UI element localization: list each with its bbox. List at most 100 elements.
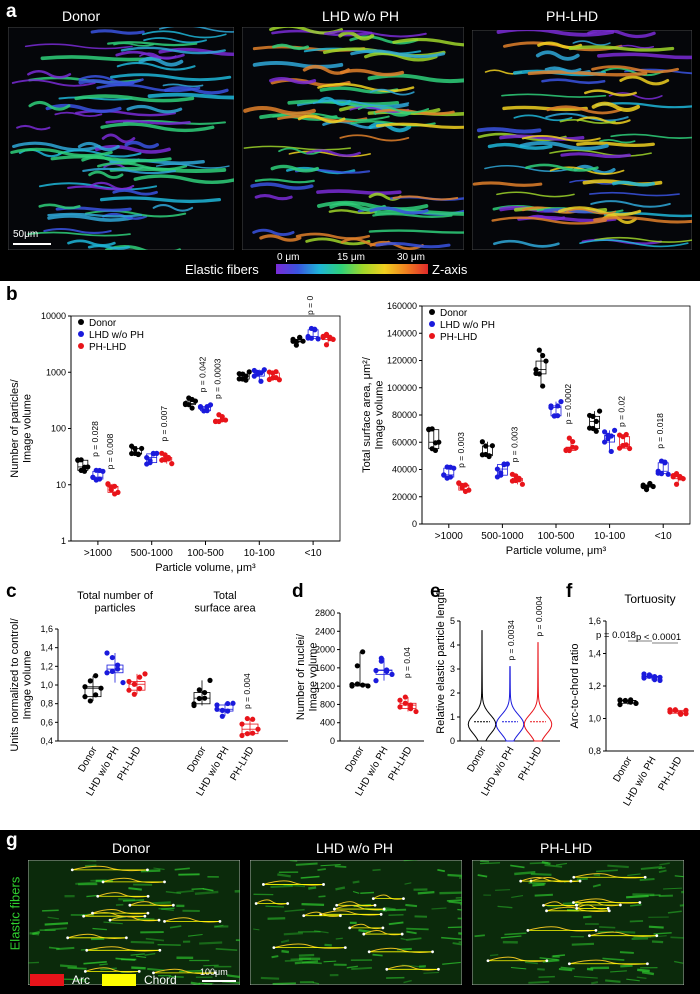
b_right-LHDwoPH-3-point bbox=[605, 432, 611, 438]
fiber-stroke bbox=[350, 49, 446, 59]
c-xtick-label: Donor bbox=[76, 744, 99, 774]
b_left-PHLHD-3-point bbox=[273, 369, 279, 375]
fiber-texture bbox=[323, 960, 337, 963]
f-2-point bbox=[678, 711, 684, 717]
c-0-point bbox=[82, 694, 88, 700]
b_right-Donor-2-point bbox=[540, 352, 546, 359]
d-ylabel-line: Image volume bbox=[308, 642, 320, 711]
b_right-LHDwoPH-0-point bbox=[441, 472, 447, 478]
fiber-texture bbox=[283, 883, 306, 888]
fiber-texture bbox=[500, 935, 522, 939]
b_right-pvalue: p = 0.02 bbox=[617, 396, 627, 427]
fiber-stroke bbox=[541, 78, 606, 85]
fiber-stroke bbox=[138, 56, 184, 67]
c-5-point bbox=[250, 730, 256, 736]
fiber-texture bbox=[351, 966, 372, 971]
chord-endpoint bbox=[83, 969, 87, 973]
fiber-stroke bbox=[90, 29, 145, 35]
b_right-ytick-label: 140000 bbox=[387, 328, 417, 338]
b_right-Donor-0-point bbox=[432, 440, 439, 446]
fiber-image-donor bbox=[28, 860, 240, 985]
b_right-legend-label: PH-LHD bbox=[440, 332, 477, 343]
c-group-title: Total number of particles bbox=[77, 590, 154, 615]
b_right-LHDwoPH-2-point bbox=[555, 413, 561, 419]
c-group-title: Total surface area bbox=[194, 590, 256, 615]
fiber-texture bbox=[75, 881, 97, 885]
fiber-texture bbox=[417, 890, 435, 895]
c-1-point bbox=[104, 650, 110, 656]
fiber-texture bbox=[44, 927, 67, 931]
arc-trace bbox=[573, 898, 640, 904]
b_right-LHDwoPH-4-point bbox=[658, 471, 665, 477]
b_right-Donor-0-point bbox=[426, 426, 432, 432]
fiber-texture bbox=[56, 946, 75, 951]
arc-trace bbox=[263, 880, 324, 886]
scalebar-a-label: 50μm bbox=[13, 229, 39, 240]
chord-endpoint bbox=[338, 914, 342, 918]
chord-endpoint bbox=[431, 950, 434, 954]
fiber-texture bbox=[122, 899, 145, 902]
fiber-texture bbox=[42, 909, 59, 912]
d-1-point bbox=[373, 678, 379, 684]
b_left-PHLHD-1-point bbox=[159, 457, 165, 463]
fiber-stroke bbox=[525, 163, 599, 172]
c-3-point bbox=[207, 677, 213, 683]
fiber-texture bbox=[605, 979, 621, 983]
fiber-stroke bbox=[372, 213, 453, 218]
chord-endpoint bbox=[519, 879, 523, 883]
b_right-PHLHD-3-point bbox=[627, 445, 633, 452]
chord-endpoint bbox=[146, 868, 149, 872]
fiber-texture bbox=[198, 982, 213, 985]
fiber-texture bbox=[447, 873, 462, 878]
fiber-stroke bbox=[568, 45, 675, 52]
fiber-stroke bbox=[579, 239, 689, 248]
z-axis-colorbar bbox=[276, 264, 428, 274]
b_right-LHDwoPH-4-point bbox=[662, 459, 668, 465]
b_left-PHLHD-3-point bbox=[276, 377, 282, 383]
fiber-stroke bbox=[590, 200, 671, 208]
b_left-legend-dot bbox=[78, 319, 84, 325]
legend-arc-swatch bbox=[30, 974, 64, 986]
fiber-texture bbox=[576, 877, 588, 881]
panel-a-title-ph: PH-LHD bbox=[546, 8, 599, 24]
chord-endpoint bbox=[655, 934, 659, 938]
chord-endpoint bbox=[171, 903, 175, 907]
b_left-Donor-4-point bbox=[297, 335, 303, 341]
b_right-LHDwoPH-1-point bbox=[498, 472, 504, 478]
fiber-texture bbox=[352, 890, 360, 894]
fiber-stroke bbox=[10, 147, 113, 158]
b_left-ylabel: Number of particles/Image volume bbox=[9, 378, 34, 477]
b_right-ytick-label: 0 bbox=[412, 519, 417, 529]
c-1-point bbox=[109, 654, 115, 661]
b_right-PHLHD-4-point bbox=[677, 473, 683, 480]
b_left-LHDwoPH-0-point bbox=[100, 468, 106, 474]
c-ytick-label: 0,6 bbox=[40, 717, 53, 727]
fiber-texture bbox=[168, 975, 184, 978]
d-ytick-label: 2800 bbox=[315, 608, 335, 618]
fiber-texture bbox=[194, 890, 219, 896]
fiber-texture bbox=[165, 890, 182, 895]
b_right-PHLHD-1-point bbox=[519, 481, 526, 487]
fiber-texture bbox=[295, 862, 318, 866]
b_left-Donor-3-point bbox=[243, 373, 249, 379]
fiber-texture bbox=[474, 934, 485, 938]
b_left-legend-dot bbox=[78, 331, 84, 337]
f-1-point bbox=[641, 673, 647, 680]
fiber-stroke bbox=[54, 111, 103, 118]
b_right-ytick-label: 20000 bbox=[392, 492, 417, 502]
b_left-Donor-2-point bbox=[189, 405, 195, 411]
arc-trace bbox=[97, 892, 149, 898]
c-0-point bbox=[98, 685, 104, 691]
fiber-texture bbox=[547, 905, 561, 909]
fiber-stroke bbox=[87, 244, 130, 250]
fiber-stroke bbox=[369, 240, 424, 250]
c-2-box bbox=[128, 681, 146, 691]
fiber-stroke bbox=[368, 229, 464, 234]
fiber-texture bbox=[637, 968, 650, 973]
fiber-stroke bbox=[549, 149, 652, 157]
fiber-texture bbox=[283, 932, 303, 936]
chord-endpoint bbox=[572, 901, 575, 904]
b_right-ytick-label: 40000 bbox=[392, 465, 417, 475]
fiber-texture bbox=[284, 959, 303, 962]
